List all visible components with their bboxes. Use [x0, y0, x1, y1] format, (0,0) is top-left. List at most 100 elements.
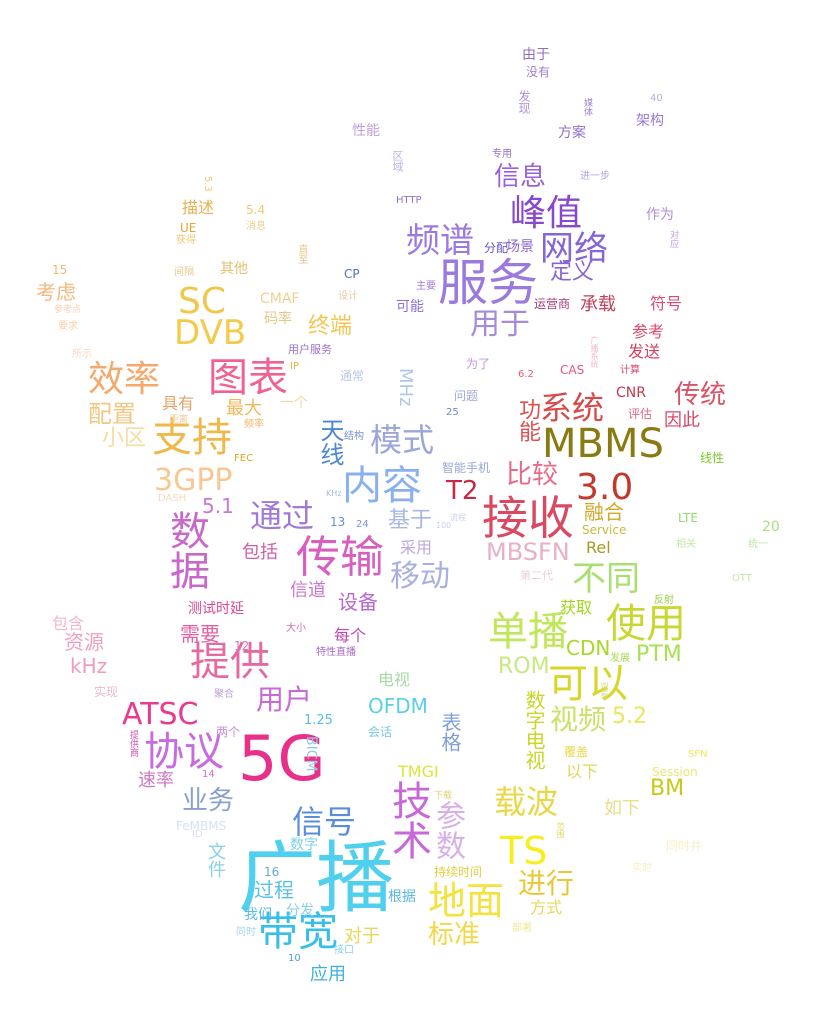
word-cloud-word: 5.2 — [612, 704, 647, 729]
word-cloud-word: 反射 — [654, 595, 674, 606]
word-cloud-word: 用户 — [256, 683, 313, 716]
word-cloud-word: 具有 — [162, 394, 195, 413]
word-cloud-word: BM — [650, 776, 685, 801]
word-cloud-word: 应用 — [310, 964, 346, 985]
word-cloud-word: 移动 — [390, 559, 450, 594]
word-cloud-word: CMAF — [260, 291, 300, 307]
word-cloud-word: CP — [344, 267, 360, 281]
word-cloud-word: SFN — [688, 749, 708, 760]
word-cloud-word: 承载 — [580, 294, 616, 315]
word-cloud-word: 其他 — [220, 261, 248, 277]
word-cloud-word: 专用 — [492, 149, 512, 160]
word-cloud-word: 参考点 — [54, 305, 82, 315]
word-cloud-word: 结构 — [344, 431, 364, 442]
word-cloud-word: 为了 — [466, 357, 491, 371]
word-cloud-word: 没有 — [526, 65, 551, 79]
word-cloud-word: 大小 — [286, 623, 306, 634]
word-cloud-word: 标准 — [428, 920, 481, 950]
word-cloud-word: 聚合 — [214, 689, 234, 700]
word-cloud-word: 25 — [446, 407, 459, 418]
word-cloud-word: MBSFN — [486, 538, 570, 566]
word-cloud-word: 媒体 — [582, 98, 592, 116]
word-cloud-word: 进行 — [518, 867, 575, 900]
word-cloud-word: 5.3 — [202, 176, 213, 192]
word-cloud-word: 12 — [234, 639, 250, 653]
word-cloud-word: 区域 — [391, 150, 404, 172]
word-cloud-word: 所示 — [72, 349, 92, 360]
word-cloud-word: 100 — [436, 521, 452, 530]
word-cloud-word: 14 — [202, 769, 215, 780]
word-cloud-word: 每个 — [334, 626, 367, 645]
word-cloud-word: 设备 — [338, 590, 378, 614]
word-cloud-word: TS — [500, 829, 548, 873]
word-cloud-word: TMGI — [398, 762, 439, 781]
word-cloud-word: 传统 — [674, 380, 727, 410]
word-cloud-word: 20 — [762, 519, 780, 535]
word-cloud-word: 3.0 — [576, 467, 634, 508]
word-cloud-word: 可以 — [548, 661, 628, 707]
word-cloud-word: PTM — [636, 642, 682, 667]
word-cloud-word: 智能手机 — [442, 461, 491, 475]
word-cloud-word: 部署 — [512, 923, 532, 934]
word-cloud-word: 提供 — [190, 639, 270, 685]
word-cloud-word: 作为 — [646, 207, 674, 223]
word-cloud-word: 考虑 — [36, 280, 76, 304]
word-cloud-word: 采用 — [400, 538, 433, 557]
word-cloud-word: 可能 — [396, 299, 424, 315]
word-cloud-word: 以下 — [566, 762, 599, 781]
word-cloud-word: 直至 — [296, 244, 307, 264]
word-cloud-word: 配置 — [88, 400, 136, 428]
word-cloud-word: 线性 — [700, 451, 725, 465]
word-cloud-word: CNR — [616, 385, 646, 401]
word-cloud-word: 持续时间 — [434, 865, 483, 879]
word-cloud-word: SC — [178, 281, 226, 322]
word-cloud-word: 相关 — [676, 539, 696, 550]
word-cloud-word: FEC — [234, 453, 254, 464]
word-cloud-word: 用户服务 — [288, 343, 332, 356]
word-cloud-word: 数字电视 — [522, 690, 546, 770]
word-cloud-word: 40 — [650, 93, 663, 104]
word-cloud-word: 同时并 — [666, 839, 703, 853]
word-cloud-word: 网络 — [540, 229, 608, 269]
word-cloud-word: 提供商 — [128, 730, 138, 757]
word-cloud-word: 不同 — [572, 559, 640, 599]
word-cloud-word: 5.4 — [246, 203, 266, 217]
word-cloud-word: 资源 — [64, 630, 104, 654]
word-cloud-word: 由于 — [522, 47, 550, 63]
word-cloud-word: 小区 — [102, 426, 147, 451]
word-cloud-word: 发现 — [517, 90, 531, 114]
word-cloud-word: 包含 — [52, 614, 85, 633]
word-cloud-word: 内容 — [342, 463, 422, 509]
word-cloud-word: 分发 — [286, 903, 314, 919]
word-cloud-word: Service — [582, 523, 627, 537]
word-cloud-word: 带宽 — [258, 909, 338, 955]
word-cloud-word: 系统 — [540, 389, 605, 427]
word-cloud-word: 会话 — [368, 725, 393, 739]
word-cloud-word: 一个 — [280, 395, 308, 411]
word-cloud-word: 问题 — [454, 389, 479, 403]
word-cloud-word: 视频 — [550, 703, 607, 736]
word-cloud-word: 表格 — [438, 712, 462, 752]
word-cloud-word: 通常 — [340, 369, 365, 383]
word-cloud-word: 功能 — [515, 398, 540, 442]
word-cloud-word: LTE — [678, 511, 698, 525]
word-cloud-word: 传输 — [296, 532, 384, 583]
word-cloud-word: ID — [192, 829, 203, 840]
word-cloud-word: 文件 — [205, 842, 226, 878]
word-cloud-word: 参数 — [430, 800, 465, 860]
word-cloud-word: 运营商 — [534, 297, 571, 311]
word-cloud-word: 过程 — [254, 878, 294, 902]
word-cloud-word: 单播 — [488, 609, 568, 655]
word-cloud-word: 电视 — [378, 670, 411, 689]
word-cloud-word: 15 — [52, 263, 68, 277]
word-cloud-word: 广播 — [238, 834, 395, 924]
word-cloud-word: 天线 — [316, 418, 344, 466]
word-cloud-word: OFDM — [368, 694, 428, 718]
word-cloud-word: kHz — [70, 654, 108, 678]
word-cloud-word: 包括 — [242, 542, 278, 563]
word-cloud-word: 发送 — [628, 342, 661, 361]
word-cloud-word: 架构 — [636, 113, 664, 129]
word-cloud-word: MBMS — [542, 421, 664, 467]
word-cloud-word: 6.2 — [518, 369, 534, 380]
word-cloud-word: DASH — [158, 493, 187, 504]
